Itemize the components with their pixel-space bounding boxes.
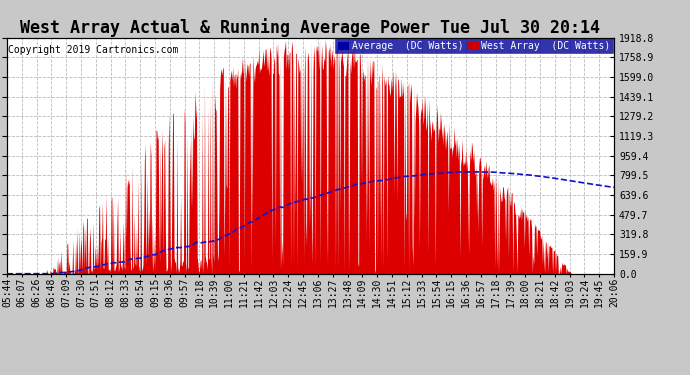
- Title: West Array Actual & Running Average Power Tue Jul 30 20:14: West Array Actual & Running Average Powe…: [21, 18, 600, 38]
- Legend: Average  (DC Watts), West Array  (DC Watts): Average (DC Watts), West Array (DC Watts…: [335, 39, 613, 53]
- Text: Copyright 2019 Cartronics.com: Copyright 2019 Cartronics.com: [8, 45, 178, 55]
